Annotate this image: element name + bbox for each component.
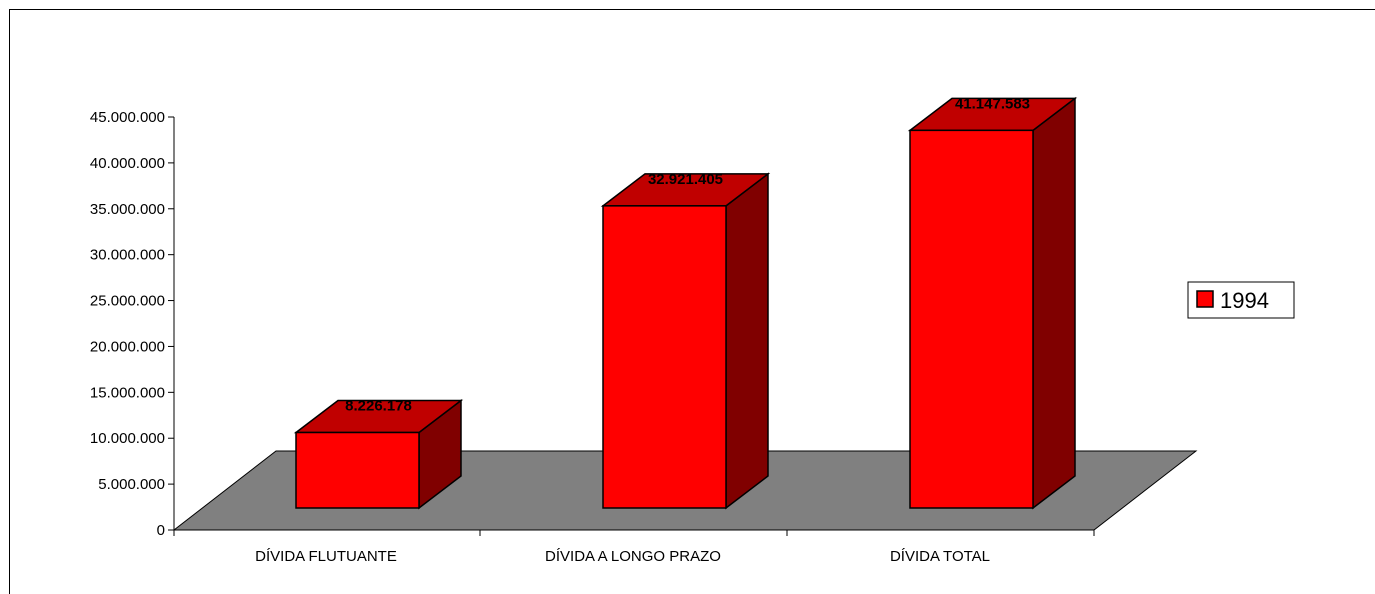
y-tick-label: 35.000.000 (90, 201, 165, 218)
data-label: 41.147.583 (955, 95, 1030, 112)
legend: 1994 (1187, 281, 1295, 319)
bar-front-face (909, 129, 1034, 509)
bar-side-face (1032, 96, 1076, 510)
bar-2 (600, 172, 771, 510)
bar-3 (907, 96, 1078, 510)
y-tick-label: 30.000.000 (90, 247, 165, 264)
bar-1 (293, 398, 464, 510)
legend-swatch-1994 (1196, 290, 1214, 308)
x-category-label: DÍVIDA FLUTUANTE (255, 548, 397, 565)
y-tick-label: 0 (157, 522, 165, 539)
data-label: 32.921.405 (648, 171, 723, 188)
y-tick-label: 25.000.000 (90, 293, 165, 310)
x-category-label: DÍVIDA TOTAL (890, 548, 990, 565)
y-tick-label: 15.000.000 (90, 384, 165, 401)
legend-label-1994: 1994 (1220, 288, 1269, 313)
y-tick-label: 40.000.000 (90, 155, 165, 172)
y-tick-label: 20.000.000 (90, 338, 165, 355)
data-label: 8.226.178 (345, 398, 412, 415)
chart-frame (9, 9, 1375, 594)
bar-side-face (725, 172, 769, 510)
bar-front-face (602, 205, 727, 509)
y-tick-label: 45.000.000 (90, 109, 165, 126)
value-axis-layer: 0 5.000.000 10.000.000 15.000.000 20.000.000… (90, 109, 1095, 565)
x-category-label: DÍVIDA A LONGO PRAZO (545, 548, 721, 565)
bars-layer (293, 96, 1078, 510)
y-tick-label: 10.000.000 (90, 430, 165, 447)
y-tick-label: 5.000.000 (98, 476, 165, 493)
data-labels-layer: 8.226.178 32.921.405 41.147.583 (345, 95, 1030, 414)
bar-front-face (295, 431, 420, 509)
